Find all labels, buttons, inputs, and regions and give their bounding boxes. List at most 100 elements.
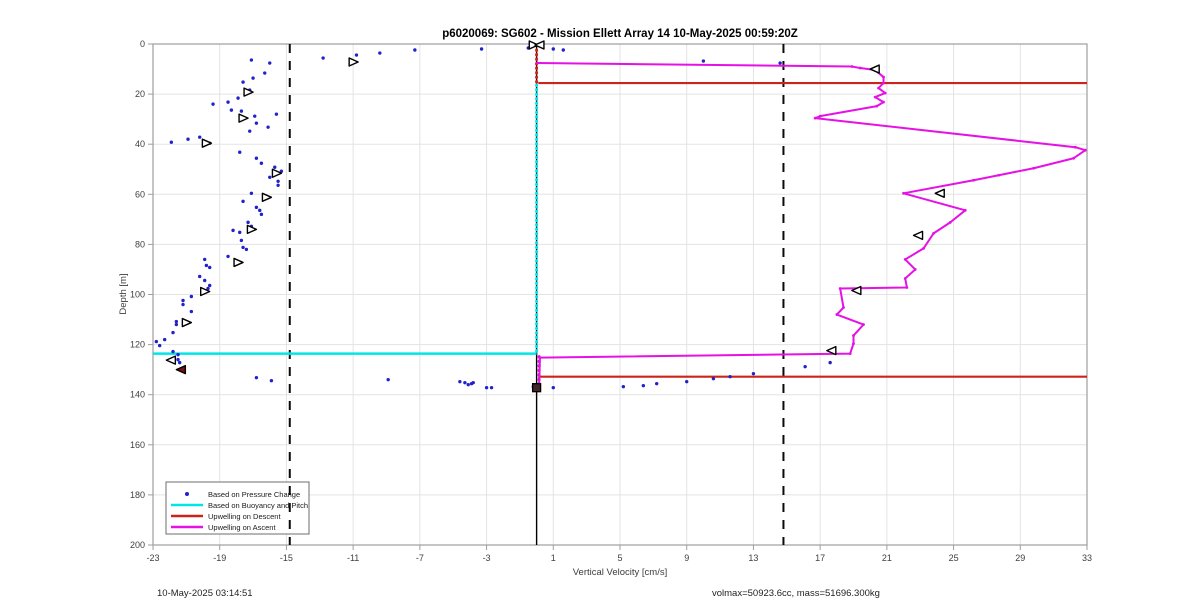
pressure-change-dot (803, 364, 807, 369)
ascent-line-vertex-dot (852, 334, 855, 337)
legend-label-ascent: Upwelling on Ascent (208, 523, 276, 532)
x-tick-label: 9 (684, 553, 689, 563)
ascent-line-vertex-dot (862, 323, 865, 326)
ascent-line-vertex-dot (877, 86, 880, 90)
pressure-change-dot (177, 360, 182, 365)
ascent-line-vertex-dot (972, 178, 975, 182)
x-tick-label: 13 (748, 553, 758, 563)
pressure-change-dot (169, 140, 174, 144)
axes: -23 -19 -15 -11 -7 -3 1 5 9 13 17 21 25 29 33 0 20 40 60 80… (130, 39, 1092, 563)
ascent-flare-triangle-icon (851, 285, 862, 296)
y-tick-label: 120 (130, 340, 145, 350)
pressure-change-dot (251, 76, 255, 80)
pressure-change-dot (154, 339, 159, 344)
y-tick-label: 0 (140, 39, 145, 49)
pressure-change-dot (244, 247, 249, 252)
x-tick-label: 17 (815, 553, 825, 563)
ascent-line-vertex-dot (963, 208, 967, 212)
pressure-change-dot (203, 257, 207, 262)
pressure-change-dot (198, 135, 202, 139)
ascent-line-vertex-dot (858, 66, 862, 70)
pressure-change-dot (174, 319, 179, 324)
pressure-change-dot (489, 385, 494, 390)
ascent-line-vertex-dot (902, 191, 905, 195)
y-tick-label: 60 (135, 189, 145, 199)
pressure-change-dot (321, 56, 325, 60)
ascent-line-vertex-dot (838, 287, 842, 290)
descent-flare-triangle-icon (233, 257, 244, 268)
pressure-change-dot (254, 375, 259, 380)
ascent-line-vertex-dot (913, 268, 917, 271)
pressure-change-dot (241, 245, 245, 250)
ascent-line-vertex-dot (932, 231, 935, 235)
pressure-change-dot (239, 109, 244, 113)
y-tick-label: 80 (135, 239, 145, 249)
pressure-change-dot (171, 349, 175, 354)
pressure-change-dot (189, 309, 194, 314)
x-tick-label: 5 (617, 553, 622, 563)
pressure-change-dot (241, 199, 245, 204)
pressure-change-dot (208, 265, 212, 270)
pressure-change-dot (204, 263, 209, 268)
pressure-change-dot (186, 137, 190, 141)
pressure-change-dot (279, 169, 284, 173)
pressure-change-dot (226, 100, 230, 104)
descent-flare-triangle-icon (271, 168, 283, 178)
pressure-change-dot (229, 108, 234, 112)
pressure-change-dot (162, 337, 167, 342)
y-tick-label: 160 (130, 440, 145, 450)
pressure-change-dot (551, 47, 555, 51)
ascent-line-vertex-dot (842, 306, 845, 309)
pressure-change-dot (463, 380, 467, 385)
descent-flare-triangle-icon (165, 355, 177, 365)
ascent-line-vertex-dot (818, 114, 822, 118)
pressure-change-dot (248, 129, 252, 133)
pressure-change-dot (239, 238, 244, 243)
pressure-change-dot (378, 51, 382, 55)
x-tick-label: 25 (949, 553, 959, 563)
ascent-line-vertex-dot (835, 313, 839, 316)
pressure-change-dot (551, 385, 555, 390)
pressure-change-dot (211, 102, 215, 106)
pressure-change-dot (181, 302, 185, 307)
pressure-change-dot (274, 112, 279, 116)
legend-label-descent: Upwelling on Descent (208, 512, 281, 521)
pressure-change-dot (654, 381, 659, 386)
pressure-change-dot (203, 278, 207, 283)
pressure-change-dot (828, 360, 832, 365)
ascent-line-vertex-dot (948, 220, 952, 224)
pressure-change-dot (728, 374, 732, 379)
x-tick-label: 29 (1015, 553, 1025, 563)
pressure-change-dot (181, 298, 185, 303)
pressure-change-dot (254, 121, 259, 125)
pressure-change-dot (276, 183, 280, 187)
y-axis-label: Depth [m] (118, 273, 129, 314)
pressure-change-dot (254, 156, 259, 160)
y-tick-label: 100 (130, 290, 145, 300)
pressure-change-dot (413, 48, 417, 52)
x-axis-label: Vertical Velocity [cm/s] (573, 567, 668, 578)
apogee-marker-icon (531, 383, 542, 393)
ascent-line-vertex-dot (538, 356, 542, 360)
ascent-line-vertex-dot (536, 61, 539, 65)
pressure-change-dot (238, 150, 242, 154)
x-tick-label: -11 (347, 553, 359, 563)
descent-flare-triangle-icon (246, 224, 258, 235)
pressure-change-dot (238, 230, 242, 235)
pressure-change-dot (176, 357, 180, 362)
descent-flare-triangle-icon (201, 138, 213, 148)
legend-label-buoyancy: Based on Buoyancy and Pitch (208, 501, 308, 510)
pressure-change-dot (621, 384, 626, 389)
ascent-line-vertex-dot (852, 342, 855, 345)
pressure-change-dot (641, 383, 646, 388)
y-tick-label: 140 (130, 390, 145, 400)
pressure-change-dot (685, 379, 689, 384)
pressure-change-dot (479, 47, 484, 51)
ascent-line-vertex-dot (873, 95, 877, 99)
pressure-change-dot (778, 61, 782, 65)
pressure-change-dot (171, 330, 175, 335)
pressure-change-dot (268, 61, 272, 65)
dive-start-bowtie-icon (528, 40, 539, 50)
pressure-change-dot (176, 352, 180, 357)
